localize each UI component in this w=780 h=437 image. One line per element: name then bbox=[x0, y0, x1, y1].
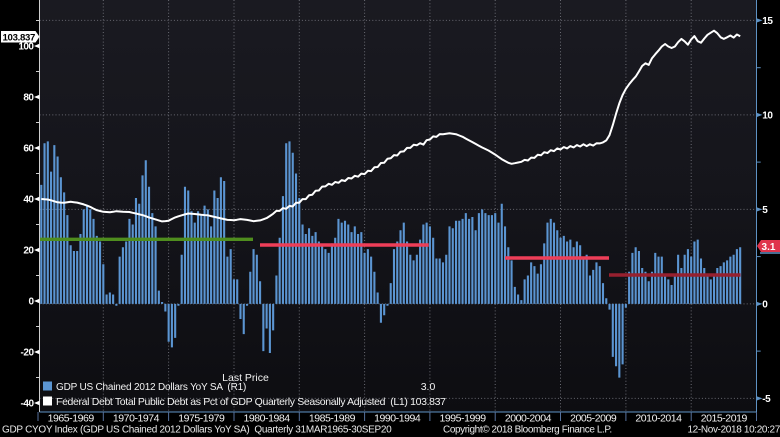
svg-text:20: 20 bbox=[23, 246, 34, 257]
svg-text:1990-1994: 1990-1994 bbox=[374, 413, 421, 425]
svg-text:2005-2009: 2005-2009 bbox=[570, 413, 617, 425]
svg-text:80: 80 bbox=[23, 93, 34, 104]
svg-text:0: 0 bbox=[28, 297, 34, 308]
svg-text:2000-2004: 2000-2004 bbox=[505, 413, 552, 425]
svg-text:GDP CYOY Index (GDP US Chained: GDP CYOY Index (GDP US Chained 2012 Doll… bbox=[2, 425, 392, 436]
svg-text:1985-1989: 1985-1989 bbox=[309, 413, 356, 425]
svg-text:3.0: 3.0 bbox=[421, 381, 436, 393]
svg-text:40: 40 bbox=[23, 195, 34, 206]
svg-text:1970-1974: 1970-1974 bbox=[113, 413, 160, 425]
svg-text:1995-1999: 1995-1999 bbox=[440, 413, 487, 425]
svg-text:0: 0 bbox=[762, 300, 768, 311]
svg-text:-5: -5 bbox=[762, 394, 771, 405]
svg-text:10: 10 bbox=[762, 111, 773, 122]
svg-text:Copyright© 2018 Bloomberg Fina: Copyright© 2018 Bloomberg Finance L.P. bbox=[443, 425, 612, 436]
svg-text:Last Price: Last Price bbox=[222, 372, 269, 384]
svg-text:103.837: 103.837 bbox=[3, 32, 36, 43]
svg-text:-40: -40 bbox=[21, 399, 35, 410]
svg-text:60: 60 bbox=[23, 144, 34, 155]
svg-text:1975-1979: 1975-1979 bbox=[178, 413, 225, 425]
svg-text:12-Nov-2018 10:20:27: 12-Nov-2018 10:20:27 bbox=[687, 425, 780, 436]
svg-text:1980-1984: 1980-1984 bbox=[244, 413, 291, 425]
svg-text:GDP US Chained 2012 Dollars Yo: GDP US Chained 2012 Dollars YoY SA (R1) bbox=[56, 382, 246, 393]
svg-text:15: 15 bbox=[762, 16, 773, 27]
svg-text:-20: -20 bbox=[21, 348, 35, 359]
svg-text:2010-2014: 2010-2014 bbox=[635, 413, 682, 425]
svg-text:2015-2019: 2015-2019 bbox=[701, 413, 748, 425]
svg-text:1965-1969: 1965-1969 bbox=[48, 413, 95, 425]
svg-text:3.1: 3.1 bbox=[762, 242, 776, 253]
svg-text:100: 100 bbox=[18, 42, 34, 53]
svg-text:5: 5 bbox=[762, 205, 768, 216]
svg-text:Federal Debt Total Public Debt: Federal Debt Total Public Debt as Pct of… bbox=[56, 396, 446, 408]
